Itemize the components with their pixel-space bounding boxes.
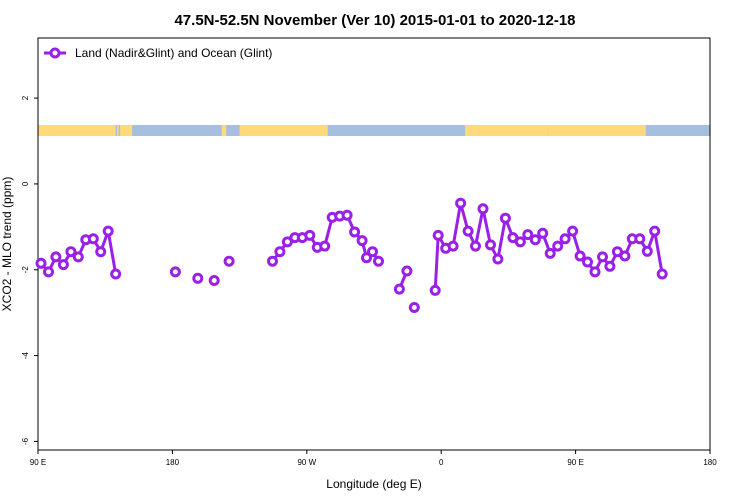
data-point	[597, 251, 608, 263]
data-point	[529, 234, 541, 246]
data-point	[43, 266, 54, 278]
land-band	[38, 125, 116, 136]
y-tick-label: -6	[21, 437, 30, 445]
data-point	[72, 251, 84, 263]
data-point	[361, 252, 372, 264]
data-point	[169, 266, 181, 278]
y-tick-label: 2	[21, 95, 30, 100]
data-point	[582, 256, 593, 268]
data-point	[485, 239, 496, 251]
data-point	[649, 225, 661, 237]
x-tick-label: 90 E	[567, 458, 583, 467]
data-point	[656, 268, 668, 280]
land-band	[221, 125, 227, 136]
data-point	[641, 245, 653, 257]
data-point	[470, 240, 481, 252]
data-point	[589, 266, 601, 278]
data-point	[35, 257, 47, 269]
data-point	[462, 225, 474, 237]
y-tick-label: -2	[21, 266, 30, 274]
data-point	[401, 265, 413, 277]
data-point	[208, 275, 220, 286]
data-point	[304, 229, 316, 241]
ocean-band	[38, 125, 710, 136]
data-point	[492, 253, 504, 265]
land-band	[120, 125, 133, 136]
land-band	[548, 125, 646, 136]
data-point	[559, 233, 571, 245]
legend-marker	[49, 47, 61, 59]
series-group	[35, 197, 668, 313]
y-tick-label: 0	[21, 181, 30, 186]
data-point	[373, 255, 384, 267]
data-point	[611, 246, 623, 258]
x-axis-label: Longitude (deg E)	[326, 477, 421, 491]
land-band	[239, 125, 328, 136]
x-tick-label: 0	[439, 458, 444, 467]
data-point	[102, 225, 114, 237]
x-tick-label: 90 W	[297, 458, 316, 467]
legend: Land (Nadir&Glint) and Ocean (Glint)	[44, 46, 272, 60]
x-tick-label: 90 E	[30, 458, 46, 467]
plot-frame	[37, 37, 711, 451]
data-point	[223, 255, 235, 267]
data-point	[537, 227, 549, 239]
data-point	[574, 250, 586, 262]
data-point	[408, 302, 420, 313]
data-point	[57, 259, 69, 271]
data-point	[267, 255, 278, 267]
data-point	[319, 240, 331, 252]
data-point	[356, 235, 368, 247]
x-tick-label: 180	[166, 458, 180, 467]
data-point	[110, 268, 122, 280]
data-point	[604, 260, 616, 272]
data-point	[274, 246, 286, 258]
data-point	[499, 212, 511, 224]
data-point	[349, 226, 361, 238]
data-point	[619, 250, 631, 262]
data-point	[281, 236, 293, 248]
y-tick-label: -4	[21, 351, 30, 359]
chart-title: 47.5N-52.5N November (Ver 10) 2015-01-01…	[174, 12, 575, 29]
data-point	[514, 236, 526, 248]
data-point	[50, 251, 62, 263]
land-band	[117, 125, 119, 136]
series-line	[433, 201, 664, 291]
land-ocean-strip	[38, 125, 710, 136]
data-point	[522, 229, 534, 241]
data-point	[95, 246, 107, 258]
y-axis-label: XCO2 - MLO trend (ppm)	[0, 177, 14, 312]
data-point	[367, 246, 378, 258]
data-point	[552, 240, 564, 252]
data-point	[65, 246, 77, 258]
data-point	[192, 272, 204, 284]
data-point	[477, 203, 489, 215]
land-band	[465, 125, 549, 136]
legend-label: Land (Nadir&Glint) and Ocean (Glint)	[75, 46, 272, 60]
data-point	[429, 284, 441, 296]
data-point	[544, 247, 556, 259]
data-point	[447, 240, 459, 252]
data-point	[432, 229, 444, 241]
data-point	[87, 233, 99, 245]
x-tick-label: 180	[703, 458, 717, 467]
x-axis: 90 E 180 90 W 0 90 E 180	[30, 450, 717, 467]
data-point	[393, 283, 405, 295]
data-point	[341, 209, 353, 221]
data-point	[455, 197, 467, 209]
data-point	[634, 233, 646, 245]
data-point	[567, 225, 579, 237]
y-axis: 2 0 -2 -4 -6	[21, 95, 38, 445]
